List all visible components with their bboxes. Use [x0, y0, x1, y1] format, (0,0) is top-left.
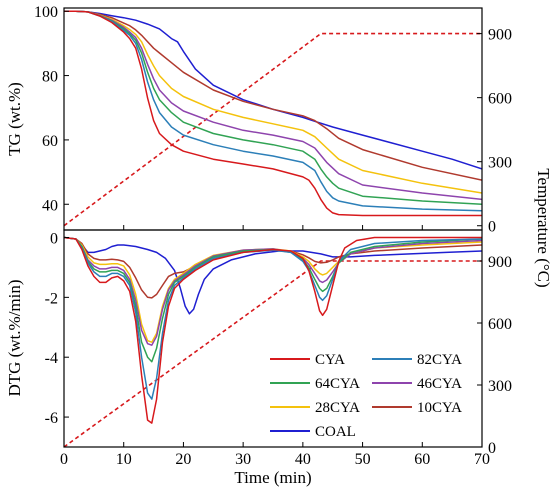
axes-layer: 40 60 80 100 0 300 600 900 -6 -4 -2 0 0 300 600 900 0 10 2… — [34, 4, 512, 468]
dtg-temperature-line — [64, 260, 482, 447]
tg-series-64cya — [64, 10, 482, 206]
dtg-temp-tick-label: 600 — [488, 316, 512, 333]
tg-series-82cya — [64, 10, 482, 212]
legend-label-46cya: 46CYA — [417, 376, 462, 392]
x-tick-label: 40 — [295, 451, 311, 468]
x-tick-label: 50 — [355, 451, 371, 468]
dtg-temp-tick-label: 900 — [488, 254, 512, 271]
x-tick-label: 60 — [414, 451, 430, 468]
tg-temp-tick-label: 0 — [488, 219, 496, 236]
tg-temp-tick-label: 600 — [488, 91, 512, 108]
tg-series-group — [64, 10, 482, 227]
legend-label-82cya: 82CYA — [417, 352, 462, 368]
legend: CYA 82CYA 64CYA 46CYA 28CYA 10CYA COAL — [270, 352, 462, 440]
dtg-y-axis-label: DTG (wt.%/min) — [5, 279, 24, 396]
tg-ytick-label: 80 — [42, 69, 58, 86]
tg-series-10cya — [64, 10, 482, 181]
dtg-ytick-label: -6 — [45, 410, 58, 427]
dtg-series-28cya — [64, 236, 482, 343]
tg-series-46cya — [64, 10, 482, 201]
legend-label-28cya: 28CYA — [315, 400, 360, 416]
x-tick-label: 0 — [60, 451, 68, 468]
tg-temp-tick-label: 900 — [488, 27, 512, 44]
legend-label-64cya: 64CYA — [315, 376, 360, 392]
x-axis-label: Time (min) — [234, 468, 311, 487]
dtg-ytick-label: -2 — [45, 290, 58, 307]
x-tick-label: 10 — [116, 451, 132, 468]
legend-label-10cya: 10CYA — [417, 400, 462, 416]
x-tick-label: 30 — [235, 451, 251, 468]
dtg-series-46cya — [64, 236, 482, 346]
dtg-series-82cya — [64, 236, 482, 400]
tg-series-coal — [64, 10, 482, 170]
data-lines-layer — [64, 10, 482, 447]
tg-frame — [63, 7, 483, 231]
tg-temperature-line — [64, 32, 482, 227]
tg-ytick-label: 60 — [42, 133, 58, 150]
dtg-series-64cya — [64, 236, 482, 363]
temperature-y-axis-label: Temperature (°C) — [534, 168, 550, 287]
labels-layer: Time (min) TG (wt.%) DTG (wt.%/min) Temp… — [5, 82, 550, 487]
tg-temp-tick-label: 300 — [488, 155, 512, 172]
dtg-frame — [63, 229, 483, 448]
tg-ytick-label: 100 — [34, 4, 58, 21]
dtg-ytick-label: -4 — [45, 350, 58, 367]
dtg-ytick-label: 0 — [50, 230, 58, 247]
tg-y-axis-label: TG (wt.%) — [5, 82, 24, 156]
dtg-temp-tick-label: 300 — [488, 378, 512, 395]
legend-label-cya: CYA — [315, 352, 345, 368]
dtg-series-10cya — [64, 236, 482, 299]
dtg-series-group — [64, 236, 482, 447]
x-tick-label: 70 — [474, 451, 490, 468]
legend-label-coal: COAL — [315, 424, 356, 440]
dtg-series-cya — [64, 236, 482, 424]
tg-series-cya — [64, 10, 482, 217]
dtg-temp-tick-label: 0 — [488, 440, 496, 457]
dtg-series-coal — [64, 236, 482, 315]
tg-ytick-label: 40 — [42, 197, 58, 214]
x-tick-label: 20 — [175, 451, 191, 468]
